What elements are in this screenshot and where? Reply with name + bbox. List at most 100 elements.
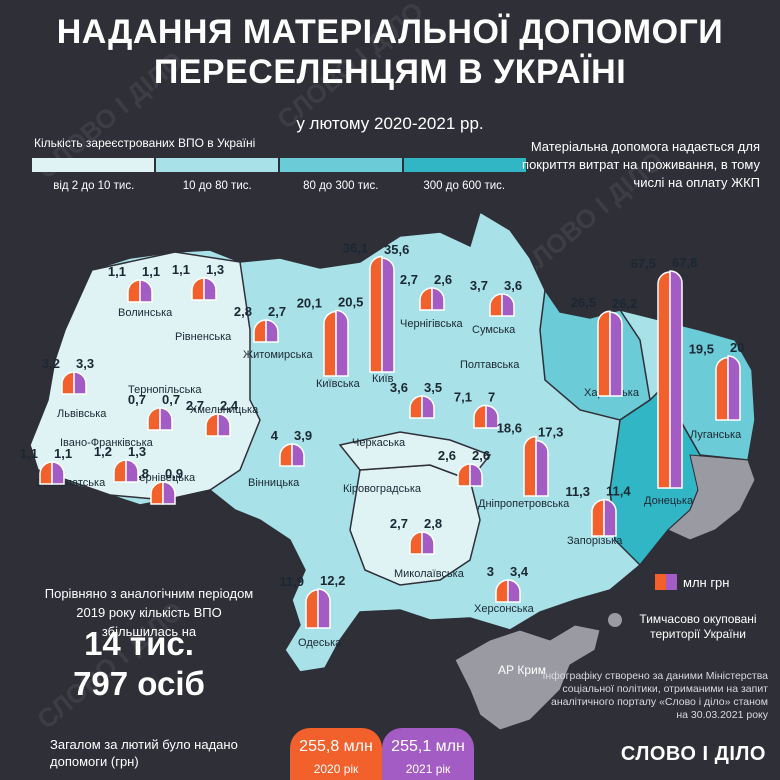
total-2020-value: 255,8 млн: [299, 738, 373, 755]
label-kirovohrad: Кіровоградська: [343, 483, 422, 495]
value-2020: 0,7: [128, 392, 146, 407]
label-cherkasy: Черкаська: [352, 437, 406, 449]
value-2020: 2,7: [400, 272, 418, 287]
value-2021: 35,6: [384, 242, 409, 257]
label-ternopil: Тернопільська: [128, 384, 202, 396]
label-sumy: Сумська: [472, 324, 516, 336]
label-kyiv: Київ: [372, 373, 394, 385]
color-scale: [32, 158, 526, 172]
scale-step-2: [156, 158, 278, 172]
scale-step-3: [280, 158, 402, 172]
value-2021: 2,4: [220, 398, 239, 413]
legend-unit: млн грн: [683, 574, 730, 590]
scale-step-4: [404, 158, 526, 172]
value-2020: 1,1: [20, 446, 38, 461]
value-2021: 2,6: [434, 272, 452, 287]
value-2021: 12,2: [320, 573, 345, 588]
label-vinnytsia: Вінницька: [248, 477, 300, 489]
value-2020: 2,6: [438, 448, 456, 463]
region-west-light: [29, 251, 261, 501]
occupied-legend: Тимчасово окуповані території України: [608, 612, 768, 642]
value-2020: 36,1: [343, 240, 368, 255]
label-odesa: Одеська: [298, 637, 342, 649]
occupied-legend-text: Тимчасово окуповані території України: [639, 612, 757, 641]
value-2020: 19,5: [689, 342, 714, 357]
bar-2021: [203, 277, 217, 301]
value-2021: 67,8: [672, 255, 697, 270]
bar-2021: [507, 579, 521, 603]
value-2020: 67,5: [631, 256, 656, 271]
big-number: 14 тис. 797 осіб: [73, 625, 205, 702]
bar-2021: [501, 293, 515, 317]
crimea-label: АР Крим: [498, 663, 546, 677]
scale-label: 300 до 600 тис.: [423, 180, 506, 192]
value-2020: 3,6: [390, 380, 408, 395]
label-kyiv-oblast: Київська: [316, 378, 361, 390]
total-label: Загалом за лютий було надано допомоги (г…: [50, 737, 238, 769]
value-2021: 3,9: [294, 428, 312, 443]
crimea-shape: [454, 624, 601, 731]
bar-2021: [335, 309, 349, 377]
bar-2021: [431, 287, 445, 311]
bar-2020: [305, 589, 319, 629]
info-note: Матеріальна допомога надається для покри…: [522, 139, 760, 190]
value-2021: 2,7: [268, 304, 286, 319]
value-2020: 11,3: [565, 484, 590, 499]
bar-2020: [369, 255, 383, 373]
label-chernivtsi: Чернівецька: [132, 472, 196, 484]
value-2021: 2,8: [424, 516, 442, 531]
label-khmelnytskyi: Хмельницька: [190, 404, 259, 416]
total-2021-value: 255,1 млн: [391, 738, 465, 755]
brand-logo: СЛОВО І ДІЛО: [620, 743, 766, 765]
bar-2021: [291, 443, 305, 467]
bar-2021: [139, 279, 153, 303]
region-labels: Волинська Рівненська Житомирська Київськ…: [36, 307, 742, 649]
bar-2021: [125, 459, 139, 483]
value-2020: 2,7: [390, 516, 408, 531]
bar-2021: [421, 395, 435, 419]
bar-2021: [51, 461, 65, 485]
legend-title: Кількість зареєстрованих ВПО в Україні: [34, 136, 256, 150]
total-2020-pill: 255,8 млн 2020 рік: [290, 728, 382, 780]
bar-2021: [669, 270, 683, 489]
page-subtitle: у лютому 2020-2021 рр.: [296, 114, 484, 133]
bar-2021: [159, 407, 173, 431]
region-bars: 1,1 1,1 1,1 1,3 2,8 2,7 20,1 20,5 36,1 35,6 2,7 2,6…: [20, 240, 744, 629]
value-2020: 20,1: [297, 296, 322, 311]
value-2021: 3,5: [424, 380, 442, 395]
bar-2020: [523, 435, 537, 497]
bar-2020: [597, 310, 611, 397]
value-2021: 26,2: [612, 296, 637, 311]
label-donetsk: Донецька: [644, 495, 694, 507]
label-luhansk: Луганська: [690, 429, 742, 441]
label-mykolaiv: Миколаївська: [394, 568, 465, 580]
bar-2021: [727, 355, 741, 421]
value-2021: 2,6: [472, 448, 490, 463]
value-2020: 2,8: [234, 304, 252, 319]
bar-2021: [73, 371, 87, 395]
value-2021: 17,3: [538, 425, 563, 440]
value-2020: 18,6: [497, 420, 522, 435]
bar-2021: [317, 588, 331, 629]
value-2020: 3,2: [42, 356, 60, 371]
value-2020: 1,2: [94, 444, 112, 459]
total-2021-year: 2021 рік: [405, 762, 451, 776]
value-2021: 11,4: [606, 484, 631, 499]
bar-2021: [421, 531, 435, 555]
compare-text: Порівняно з аналогічним періодом 2019 ро…: [44, 586, 254, 639]
value-2020: 3: [487, 564, 494, 579]
label-zhytomyr: Житомирська: [243, 349, 313, 361]
bar-2020: [657, 271, 671, 489]
label-lviv: Львівська: [57, 408, 107, 420]
value-2021: 20: [730, 340, 744, 355]
series-legend: млн грн: [655, 574, 729, 590]
bar-2021: [469, 463, 483, 487]
page-title: НАДАННЯ МАТЕРІАЛЬНОЇ ДОПОМОГИ ПЕРЕСЕЛЕНЦ…: [56, 13, 724, 91]
bar-2021: [535, 439, 549, 497]
value-2020: 11,9: [279, 574, 304, 589]
bar-2021: [265, 319, 279, 343]
value-2020: 7,1: [454, 389, 472, 404]
bar-2021: [381, 257, 395, 373]
label-ivano-frankivsk: Івано-Франківська: [60, 437, 154, 449]
